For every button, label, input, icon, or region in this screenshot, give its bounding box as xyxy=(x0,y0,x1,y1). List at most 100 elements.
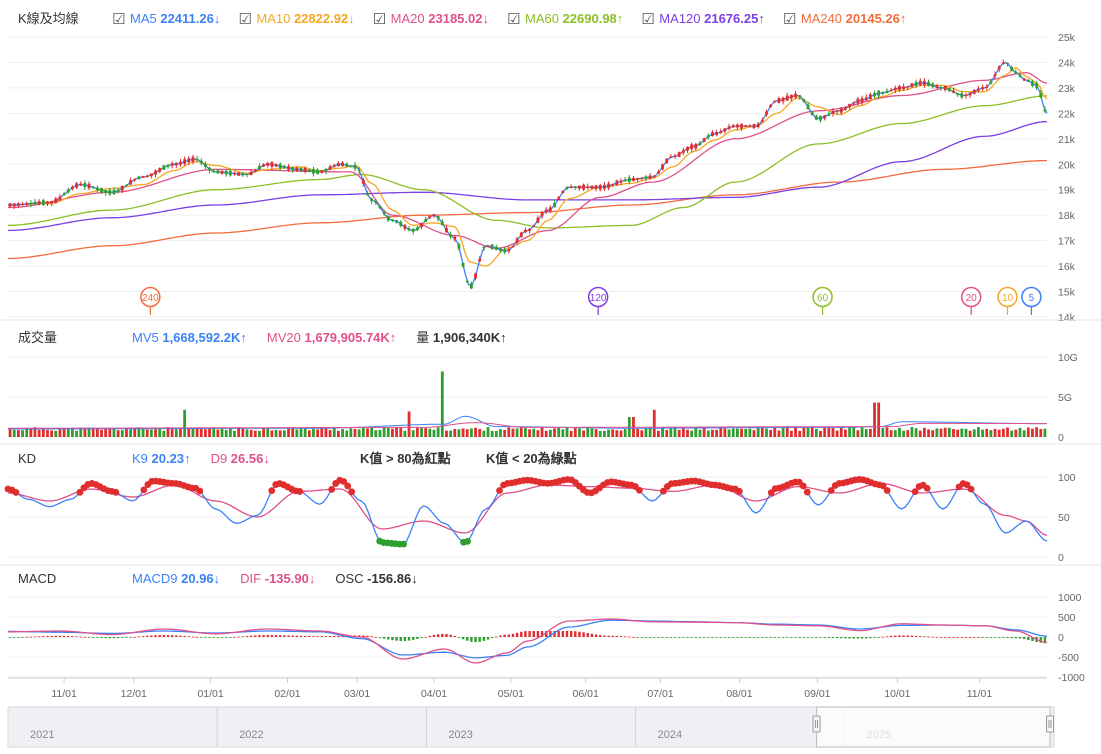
kd-red-dot xyxy=(140,486,148,494)
candle-body xyxy=(174,162,178,166)
price-tick-label: 22k xyxy=(1058,108,1076,120)
candle-body xyxy=(21,203,24,205)
kd-red-dot xyxy=(112,488,120,496)
candle-body xyxy=(166,164,170,167)
volume-bar xyxy=(540,427,544,437)
osc-bar xyxy=(786,637,789,638)
osc-bar xyxy=(711,637,714,638)
legend-name: MA20 xyxy=(391,11,429,26)
candle-body xyxy=(902,86,906,90)
candle-body xyxy=(1014,71,1018,74)
candle-body xyxy=(287,166,290,170)
volume-bar xyxy=(50,430,54,437)
volume-bar xyxy=(794,427,797,437)
legend-item-ma120: MA120 21676.25↑ xyxy=(659,11,765,26)
volume-bar xyxy=(831,427,835,437)
ma10-checkbox: ☑ xyxy=(238,11,251,28)
navigator-window[interactable] xyxy=(816,706,1051,748)
candle-body xyxy=(503,249,507,253)
osc-bar xyxy=(108,637,112,639)
candle-body xyxy=(831,110,835,114)
candle-body xyxy=(952,90,955,93)
volume-bar xyxy=(228,428,232,437)
candle-body xyxy=(769,105,773,108)
navigator-right-handle[interactable] xyxy=(1046,715,1054,733)
candle-body xyxy=(636,178,640,180)
osc-bar xyxy=(549,631,552,637)
candle-body xyxy=(632,177,635,182)
candle-body xyxy=(391,219,394,222)
volume-bar xyxy=(860,427,864,437)
kd-red-dot xyxy=(803,488,811,496)
osc-bar xyxy=(258,635,261,637)
osc-bar xyxy=(62,635,66,637)
osc-bar xyxy=(341,635,344,637)
candle-body xyxy=(802,99,806,102)
volume-bar xyxy=(216,429,220,437)
osc-bar xyxy=(303,635,307,637)
navigator-left-handle[interactable] xyxy=(812,715,821,733)
osc-bar xyxy=(308,636,311,637)
volume-bar xyxy=(54,430,58,437)
candle-body xyxy=(253,169,257,172)
candle-body xyxy=(777,98,781,103)
candle-body xyxy=(449,234,453,238)
volume-bar xyxy=(607,429,610,437)
osc-bar xyxy=(453,635,456,637)
osc-bar xyxy=(968,637,972,638)
candle-body xyxy=(910,83,914,88)
osc-bar xyxy=(914,635,918,637)
osc-bar xyxy=(665,637,668,638)
volume-bar xyxy=(960,428,964,437)
osc-bar xyxy=(632,636,635,638)
kd-red-dot xyxy=(879,482,887,490)
candle-body xyxy=(569,186,573,188)
candle-body xyxy=(407,228,411,231)
volume-bar xyxy=(125,428,128,437)
volume-bar xyxy=(1014,429,1018,437)
volume-bar xyxy=(499,429,502,437)
candle-body xyxy=(669,156,673,158)
candle-body xyxy=(823,115,827,119)
candle-body xyxy=(956,92,960,95)
candle-body xyxy=(1006,62,1009,65)
osc-bar xyxy=(8,637,12,638)
legend-value: 22411.26 xyxy=(160,11,214,26)
volume-bar xyxy=(33,427,37,437)
candle-body xyxy=(440,221,444,226)
candle-body xyxy=(179,161,182,165)
candle-body xyxy=(62,193,66,196)
volume-bar xyxy=(245,429,249,437)
osc-bar xyxy=(973,637,976,638)
candle-body xyxy=(582,184,586,190)
candle-body xyxy=(773,100,777,103)
candle-body xyxy=(964,94,968,97)
candle-body xyxy=(553,203,556,208)
kd-red-dot xyxy=(659,487,667,495)
candle-body xyxy=(918,80,922,86)
volume-legend-item-mv5: MV5 1,668,592.2K↑ xyxy=(132,330,247,345)
candle-body xyxy=(839,108,843,113)
volume-bar xyxy=(711,429,714,437)
navigator[interactable]: 20212022202320242025 xyxy=(7,706,1055,748)
candle-body xyxy=(370,198,374,202)
candle-body xyxy=(794,93,797,98)
volume-bar xyxy=(403,430,407,437)
volume-bar xyxy=(511,428,515,437)
candle-body xyxy=(727,126,731,130)
volume-bar xyxy=(345,430,349,437)
volume-bar xyxy=(295,429,299,437)
osc-bar xyxy=(291,635,294,637)
ma120-checkbox: ☑ xyxy=(641,11,654,28)
candle-body xyxy=(245,173,249,176)
osc-bar xyxy=(640,637,643,638)
osc-bar xyxy=(532,631,535,637)
candle-body xyxy=(790,94,793,99)
osc-bar xyxy=(798,637,801,638)
legend-value: 1,906,340K xyxy=(433,330,501,345)
candle-body xyxy=(29,202,33,205)
osc-bar xyxy=(486,637,490,640)
volume-bar xyxy=(935,428,939,437)
candle-body xyxy=(694,143,698,149)
